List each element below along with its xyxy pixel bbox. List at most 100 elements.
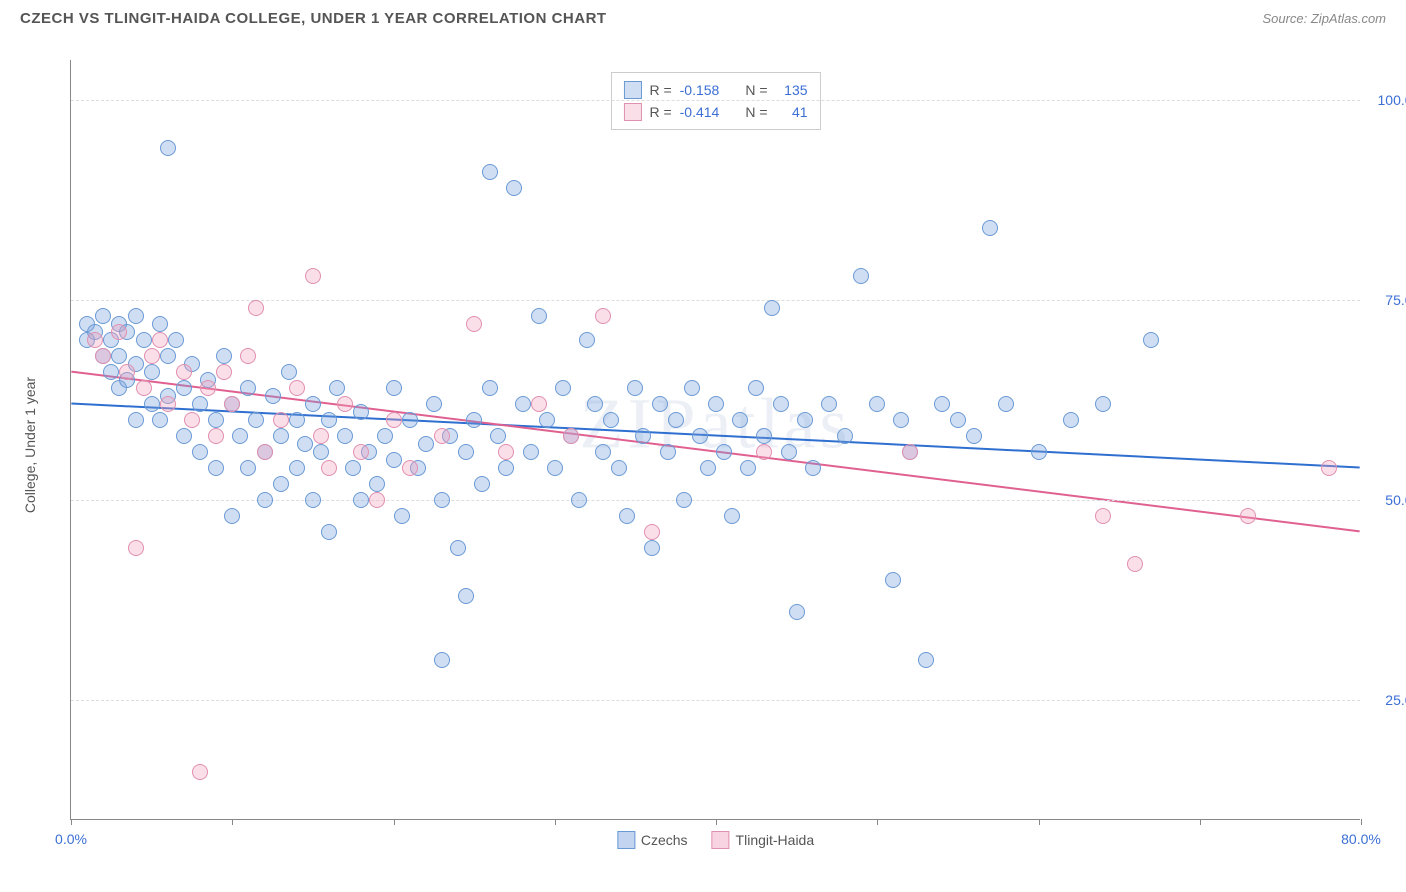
data-point: [273, 412, 289, 428]
data-point: [305, 396, 321, 412]
data-point: [402, 460, 418, 476]
data-point: [192, 396, 208, 412]
x-tick-label: 0.0%: [55, 831, 87, 847]
data-point: [563, 428, 579, 444]
data-point: [337, 396, 353, 412]
data-point: [176, 428, 192, 444]
data-point: [152, 316, 168, 332]
data-point: [619, 508, 635, 524]
data-point: [466, 412, 482, 428]
data-point: [119, 364, 135, 380]
data-point: [660, 444, 676, 460]
data-point: [257, 492, 273, 508]
plot-area: ZIPatlas R =-0.158N =135R =-0.414N =41 C…: [70, 60, 1360, 820]
data-point: [386, 452, 402, 468]
data-point: [515, 396, 531, 412]
data-point: [821, 396, 837, 412]
data-point: [103, 364, 119, 380]
data-point: [781, 444, 797, 460]
trend-lines: [71, 60, 1360, 819]
data-point: [595, 444, 611, 460]
data-point: [482, 164, 498, 180]
data-point: [160, 140, 176, 156]
data-point: [676, 492, 692, 508]
data-point: [313, 428, 329, 444]
data-point: [756, 444, 772, 460]
data-point: [732, 412, 748, 428]
data-point: [708, 396, 724, 412]
data-point: [95, 308, 111, 324]
legend-label: Tlingit-Haida: [736, 832, 815, 848]
data-point: [450, 540, 466, 556]
legend-row: R =-0.414N =41: [623, 101, 807, 123]
data-point: [321, 412, 337, 428]
data-point: [498, 444, 514, 460]
data-point: [176, 380, 192, 396]
data-point: [837, 428, 853, 444]
data-point: [224, 508, 240, 524]
x-tick: [1200, 819, 1201, 825]
data-point: [111, 324, 127, 340]
x-tick: [71, 819, 72, 825]
data-point: [136, 332, 152, 348]
data-point: [853, 268, 869, 284]
data-point: [87, 332, 103, 348]
data-point: [369, 492, 385, 508]
n-value: 41: [776, 104, 808, 120]
data-point: [1095, 508, 1111, 524]
data-point: [216, 348, 232, 364]
legend-item: Czechs: [617, 831, 688, 849]
data-point: [748, 380, 764, 396]
data-point: [192, 764, 208, 780]
data-point: [1143, 332, 1159, 348]
data-point: [773, 396, 789, 412]
data-point: [289, 460, 305, 476]
data-point: [248, 300, 264, 316]
data-point: [345, 460, 361, 476]
data-point: [321, 460, 337, 476]
data-point: [426, 396, 442, 412]
data-point: [700, 460, 716, 476]
data-point: [95, 348, 111, 364]
data-point: [160, 396, 176, 412]
data-point: [531, 396, 547, 412]
data-point: [482, 380, 498, 396]
data-point: [1127, 556, 1143, 572]
data-point: [595, 308, 611, 324]
legend-swatch: [623, 81, 641, 99]
data-point: [918, 652, 934, 668]
legend-swatch: [617, 831, 635, 849]
legend-item: Tlingit-Haida: [712, 831, 815, 849]
data-point: [402, 412, 418, 428]
data-point: [764, 300, 780, 316]
data-point: [240, 348, 256, 364]
data-point: [466, 316, 482, 332]
data-point: [152, 332, 168, 348]
data-point: [756, 428, 772, 444]
data-point: [684, 380, 700, 396]
data-point: [539, 412, 555, 428]
data-point: [240, 380, 256, 396]
data-point: [216, 364, 232, 380]
x-tick: [394, 819, 395, 825]
legend-label: Czechs: [641, 832, 688, 848]
data-point: [200, 380, 216, 396]
data-point: [716, 444, 732, 460]
data-point: [386, 412, 402, 428]
data-point: [144, 348, 160, 364]
data-point: [555, 380, 571, 396]
x-tick: [1039, 819, 1040, 825]
data-point: [724, 508, 740, 524]
x-tick: [1361, 819, 1362, 825]
data-point: [329, 380, 345, 396]
data-point: [571, 492, 587, 508]
data-point: [893, 412, 909, 428]
data-point: [547, 460, 563, 476]
data-point: [305, 492, 321, 508]
data-point: [603, 412, 619, 428]
data-point: [1095, 396, 1111, 412]
data-point: [128, 308, 144, 324]
data-point: [579, 332, 595, 348]
data-point: [966, 428, 982, 444]
data-point: [273, 428, 289, 444]
